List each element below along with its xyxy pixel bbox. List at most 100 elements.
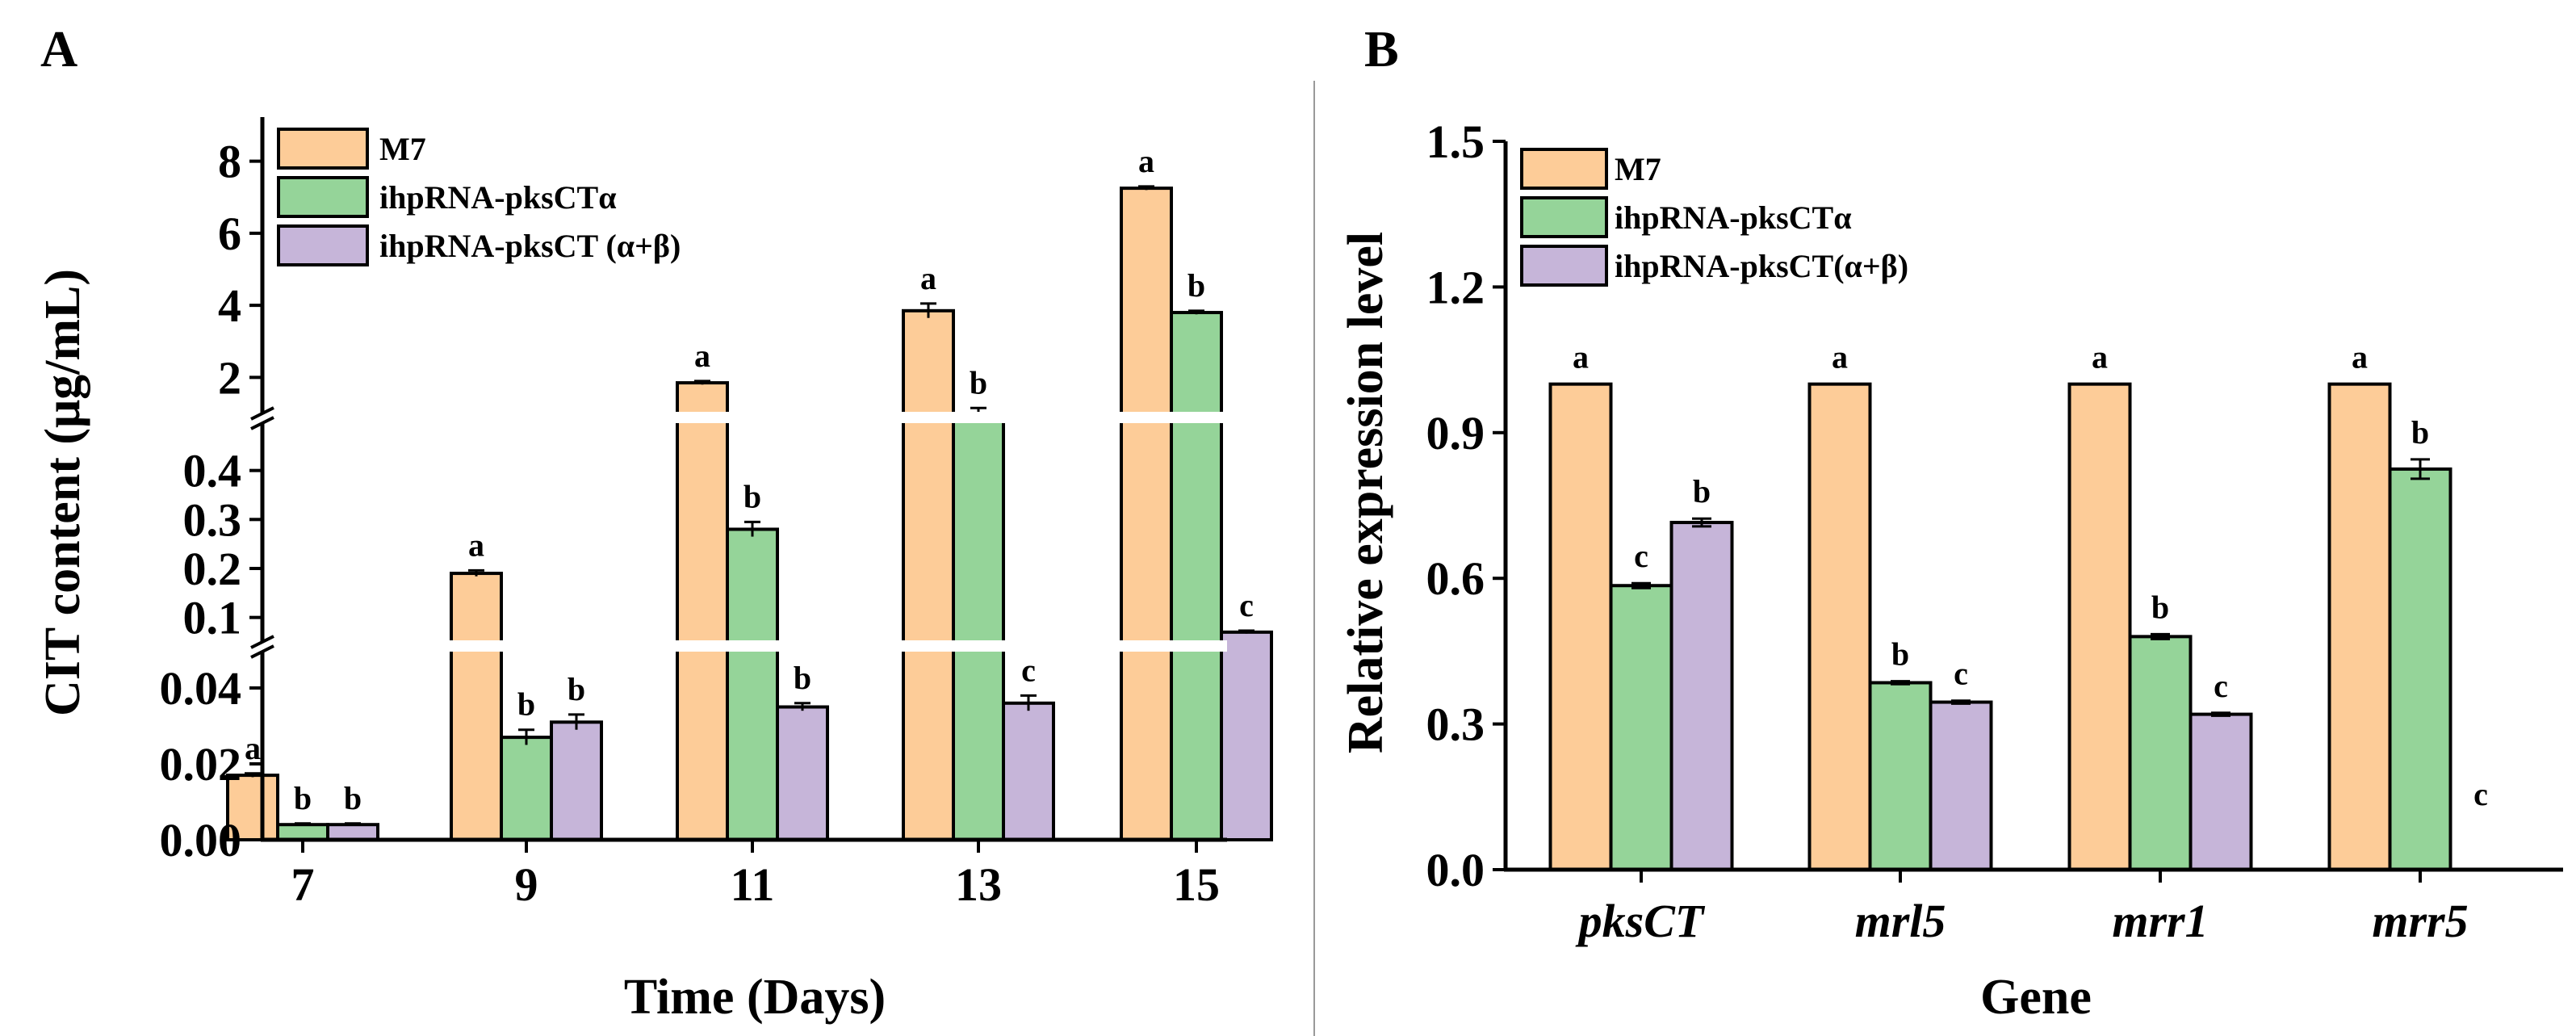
sig-letter-a-m7-day7: a xyxy=(245,730,261,766)
sig-letter-b-ihprna-pksct-mrr5: b xyxy=(2411,414,2429,451)
bar-a-ihprna-pksct-day7 xyxy=(326,823,379,842)
bar-b-ihprna-pksct-mrl5 xyxy=(1929,700,1993,871)
bar-b-ihprna-pksct-pksct xyxy=(1609,584,1673,871)
sig-letter-a-m7-day13: a xyxy=(920,260,936,296)
bar-a-m7-day11 xyxy=(676,381,729,842)
panel-a-label: A xyxy=(40,20,77,78)
ytick-label-a-6: 6 xyxy=(218,208,241,260)
bar-a-ihprna-pksct-day13 xyxy=(952,412,1005,841)
bar-a-ihprna-pksct-day15 xyxy=(1170,311,1223,841)
sig-letter-a-ihprna-pksct-day13: c xyxy=(1021,652,1036,688)
sig-letter-b-ihprna-pksct-pksct: b xyxy=(1693,473,1711,510)
xtick-label-b-mrl5: mrl5 xyxy=(1855,895,1946,947)
xtick-label-b-pksct: pksCT xyxy=(1575,895,1706,947)
bar-a-m7-day15 xyxy=(1120,187,1173,841)
sig-letter-b-ihprna-pksct-pksct: c xyxy=(1634,538,1648,574)
sig-letter-a-ihprna-pksct-day11: b xyxy=(743,478,761,514)
ytick-label-b-1: 0.3 xyxy=(1426,698,1485,751)
bar-a-ihprna-pksct-day13 xyxy=(1002,701,1055,841)
sig-letter-a-ihprna-pksct-day13: b xyxy=(970,364,987,401)
sig-letter-b-ihprna-pksct-mrr5: c xyxy=(2473,776,2488,812)
panel-b-label: B xyxy=(1364,20,1399,78)
sig-letter-a-m7-day15: a xyxy=(1138,143,1154,179)
bar-b-m7-pksct xyxy=(1548,382,1613,871)
bar-a-m7-day13 xyxy=(902,308,955,842)
sig-letter-b-m7-mrr1: a xyxy=(2092,339,2108,375)
legend-swatch-a-ihprna-pksct xyxy=(277,176,369,218)
xtick-label-a-11: 11 xyxy=(731,858,775,911)
bar-b-ihprna-pksct-mrl5 xyxy=(1868,681,1933,872)
sig-letter-b-ihprna-pksct-mrl5: b xyxy=(1891,636,1909,673)
axis-break-mark-a-2-2 xyxy=(250,416,274,430)
sig-letter-a-ihprna-pksct-day15: b xyxy=(1187,267,1205,304)
sig-letter-a-m7-day11: a xyxy=(694,338,710,374)
sig-letter-b-ihprna-pksct-mrr1: c xyxy=(2214,668,2228,704)
legend-label-b-m7: M7 xyxy=(1615,151,1661,187)
legend-label-a-ihprna-pksct: ihpRNA-pksCT (α+β) xyxy=(379,228,681,264)
bar-a-ihprna-pksct-day11 xyxy=(726,527,779,841)
bar-b-m7-mrr5 xyxy=(2327,382,2392,871)
ytick-label-a-0-4: 0.4 xyxy=(183,445,242,497)
xtick-label-a-7: 7 xyxy=(291,858,315,911)
sig-letter-b-m7-mrr5: a xyxy=(2352,339,2368,375)
panel-a-xlabel: Time (Days) xyxy=(624,970,886,1025)
sig-letter-a-ihprna-pksct-day15: c xyxy=(1239,587,1254,623)
ytick-label-a-0-00: 0.00 xyxy=(160,814,242,866)
legend-label-b-ihprna-pksct: ihpRNA-pksCTα xyxy=(1615,199,1852,236)
legend-swatch-a-ihprna-pksct xyxy=(277,224,369,266)
ytick-label-b-3: 0.9 xyxy=(1426,407,1485,459)
ytick-label-b-5: 1.5 xyxy=(1426,115,1485,168)
sig-letter-b-m7-pksct: a xyxy=(1573,339,1589,375)
bar-a-ihprna-pksct-day9 xyxy=(550,720,603,841)
legend-swatch-b-ihprna-pksct xyxy=(1520,196,1608,238)
sig-letter-b-ihprna-pksct-mrr1: b xyxy=(2151,589,2169,625)
legend-swatch-b-m7 xyxy=(1520,148,1608,190)
legend-label-b-ihprna-pksct: ihpRNA-pksCT(α+β) xyxy=(1615,248,1908,284)
sig-letter-b-m7-mrl5: a xyxy=(1832,339,1848,375)
ytick-label-b-2: 0.6 xyxy=(1426,552,1485,605)
ytick-label-b-0: 0.0 xyxy=(1426,844,1485,896)
sig-letter-b-ihprna-pksct-mrl5: c xyxy=(1954,656,1968,692)
legend-label-a-ihprna-pksct: ihpRNA-pksCTα xyxy=(379,179,617,216)
ytick-label-a-0-1: 0.1 xyxy=(183,592,242,644)
sig-letter-a-ihprna-pksct-day7: b xyxy=(344,780,362,816)
axis-break-band-2 xyxy=(266,412,1227,423)
ytick-label-a-4: 4 xyxy=(218,279,241,332)
bar-b-ihprna-pksct-mrr1 xyxy=(2189,712,2253,871)
axis-break-mark-a-2-1 xyxy=(250,406,274,421)
panel-a-ylabel: CIT content (μg/mL) xyxy=(36,269,90,716)
sig-letter-a-ihprna-pksct-day9: b xyxy=(568,671,585,707)
xtick-label-b-mrr5: mrr5 xyxy=(2372,895,2468,947)
bar-a-m7-day9 xyxy=(450,572,503,841)
panel-b-xlabel: Gene xyxy=(1980,970,2092,1025)
legend-label-a-m7: M7 xyxy=(379,131,426,167)
bar-a-ihprna-pksct-day7 xyxy=(276,823,329,842)
legend-swatch-a-m7 xyxy=(277,128,369,170)
panel-b-chart: a a a a c b b b b c c c 0.0 0.3 0.6 0.9 1.2 1.5 pksCT mrl5 m… xyxy=(1426,115,2563,947)
xtick-label-a-9: 9 xyxy=(515,858,538,911)
ytick-label-a-0-04: 0.04 xyxy=(160,662,242,715)
panel-b-ylabel: Relative expression level xyxy=(1338,232,1393,753)
ytick-label-a-0-3: 0.3 xyxy=(183,493,242,546)
xtick-label-a-13: 13 xyxy=(955,858,1002,911)
bar-b-ihprna-pksct-pksct xyxy=(1669,521,1734,872)
ytick-label-a-8: 8 xyxy=(218,136,241,188)
xtick-label-b-mrr1: mrr1 xyxy=(2112,895,2208,947)
sig-letter-a-ihprna-pksct-day9: b xyxy=(517,686,535,723)
sig-letter-a-m7-day9: a xyxy=(468,526,484,563)
ytick-label-a-2: 2 xyxy=(218,351,241,404)
bar-b-m7-mrl5 xyxy=(1807,382,1872,871)
axis-break-band-1 xyxy=(266,640,1227,652)
ytick-label-a-0-2: 0.2 xyxy=(183,543,242,595)
ytick-label-b-4: 1.2 xyxy=(1426,261,1485,313)
bar-b-m7-mrr1 xyxy=(2067,382,2132,871)
bar-a-ihprna-pksct-day9 xyxy=(500,736,553,841)
bar-b-ihprna-pksct-mrr1 xyxy=(2128,635,2193,871)
sig-letter-a-ihprna-pksct-day7: b xyxy=(294,780,312,816)
ytick-label-a-0-02: 0.02 xyxy=(160,738,242,791)
legend-swatch-b-ihprna-pksct xyxy=(1520,245,1608,287)
bar-a-ihprna-pksct-day15 xyxy=(1220,630,1273,841)
xtick-label-a-15: 15 xyxy=(1173,858,1220,911)
